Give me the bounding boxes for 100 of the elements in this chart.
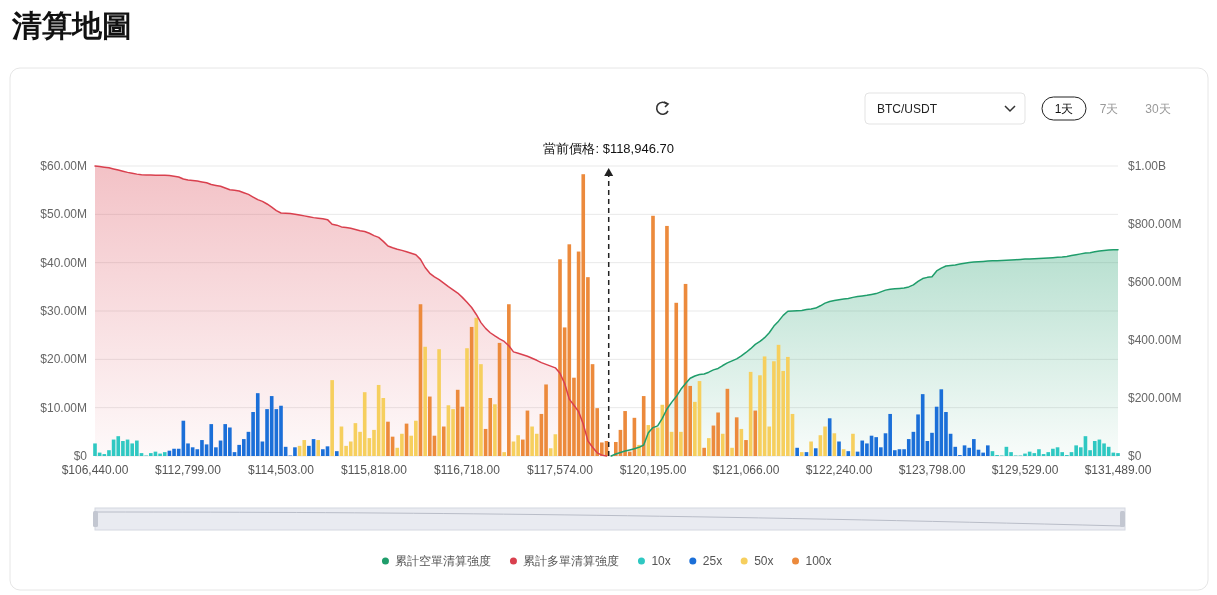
bar [851, 433, 855, 456]
x-tick-label: $121,066.00 [712, 463, 780, 477]
y2-tick-label: $200.00M [1128, 391, 1182, 405]
x-tick-label: $116,718.00 [434, 463, 501, 477]
bar [423, 346, 427, 456]
y-tick-label: $60.00M [40, 159, 87, 173]
x-tick-label: $117,574.00 [527, 463, 594, 477]
y-tick-label: $10.00M [40, 400, 87, 415]
bar [474, 317, 479, 456]
y-tick-label: $0 [73, 449, 88, 463]
bar [720, 433, 725, 456]
bar [985, 445, 990, 456]
text: 30天 [1145, 102, 1171, 116]
bar [1116, 453, 1120, 456]
bar [813, 448, 818, 456]
bar [148, 453, 153, 456]
bar [316, 440, 321, 456]
y2-tick-label: $800.00M [1128, 217, 1182, 231]
bar [493, 404, 497, 456]
bar [1092, 441, 1097, 456]
y-tick-label: $20.00M [40, 352, 87, 367]
bar [730, 447, 734, 456]
bar [93, 443, 97, 456]
bar [255, 393, 260, 456]
bar [269, 396, 274, 456]
bar [581, 174, 586, 456]
bar [441, 426, 446, 456]
bar [1046, 452, 1051, 456]
bar [386, 421, 390, 456]
bar [827, 418, 832, 456]
bar [279, 405, 283, 456]
bar [1106, 446, 1111, 456]
x-tick-label: $123,798.00 [898, 463, 966, 477]
bar [130, 443, 135, 456]
bar [209, 424, 214, 456]
bar [702, 447, 706, 456]
bar [116, 436, 121, 456]
bar [544, 384, 548, 456]
bar [809, 441, 813, 456]
bar [507, 304, 511, 456]
bar [939, 389, 944, 456]
bar [860, 440, 865, 456]
bar [641, 396, 646, 456]
bar [451, 409, 455, 456]
bar [558, 259, 562, 456]
bar [706, 438, 711, 456]
bar [502, 452, 507, 456]
bar [660, 404, 665, 456]
bar [488, 398, 493, 456]
legend-label: 25x [702, 554, 723, 568]
bar [874, 437, 879, 456]
bar [716, 412, 720, 456]
bar [223, 424, 228, 456]
x-tick-label: $122,240.00 [805, 463, 873, 477]
bar [334, 451, 339, 456]
bar [651, 215, 655, 456]
legend-label: 累計空單清算強度 [395, 554, 492, 568]
y2-tick-label: $1.00B [1128, 159, 1167, 173]
bar [795, 447, 799, 456]
bar [330, 380, 334, 456]
bar [846, 451, 851, 456]
bar [1032, 453, 1037, 456]
text: 1天 [1054, 102, 1074, 116]
legend-label: 50x [754, 554, 774, 568]
legend-label: 累計多單清算強度 [523, 554, 620, 568]
text: 當前價格: $118,946.70 [543, 141, 674, 156]
x-tick-label: $106,440.00 [61, 463, 129, 477]
bar [293, 447, 297, 456]
x-tick-label: $115,818.00 [341, 463, 408, 477]
text: BTC/USDT [877, 102, 938, 116]
text: 7天 [1099, 102, 1119, 116]
bar [437, 349, 441, 456]
y-tick-label: $40.00M [40, 255, 87, 270]
bar [674, 302, 679, 456]
bar [321, 449, 325, 456]
y2-tick-label: $600.00M [1128, 275, 1182, 289]
bar [455, 389, 460, 456]
bar [665, 225, 669, 456]
bar [679, 431, 683, 456]
x-tick-label: $112,799.00 [155, 463, 222, 477]
x-tick-label: $120,195.00 [619, 463, 687, 477]
bar [799, 452, 804, 456]
bar [734, 417, 739, 456]
y-tick-label: $50.00M [40, 207, 87, 222]
bar [427, 396, 432, 456]
bar [465, 348, 469, 456]
x-tick-label: $129,529.00 [991, 463, 1059, 477]
bar [753, 410, 758, 456]
bar [516, 435, 520, 456]
bar [823, 426, 827, 456]
bar [920, 394, 925, 456]
bar [837, 441, 841, 456]
bar [567, 244, 572, 456]
y2-tick-label: $400.00M [1128, 333, 1182, 347]
bar [744, 440, 748, 456]
bar [162, 452, 167, 456]
x-tick-label: $114,503.00 [248, 463, 315, 477]
y-tick-label: $30.00M [40, 304, 87, 318]
y2-tick-label: $0 [1128, 449, 1142, 463]
legend-label: 100x [805, 554, 832, 568]
